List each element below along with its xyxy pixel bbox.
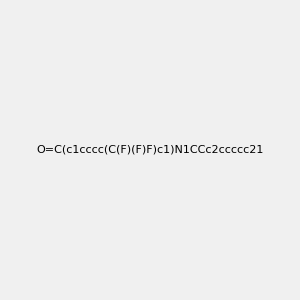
Text: O=C(c1cccc(C(F)(F)F)c1)N1CCc2ccccc21: O=C(c1cccc(C(F)(F)F)c1)N1CCc2ccccc21 bbox=[36, 145, 264, 155]
